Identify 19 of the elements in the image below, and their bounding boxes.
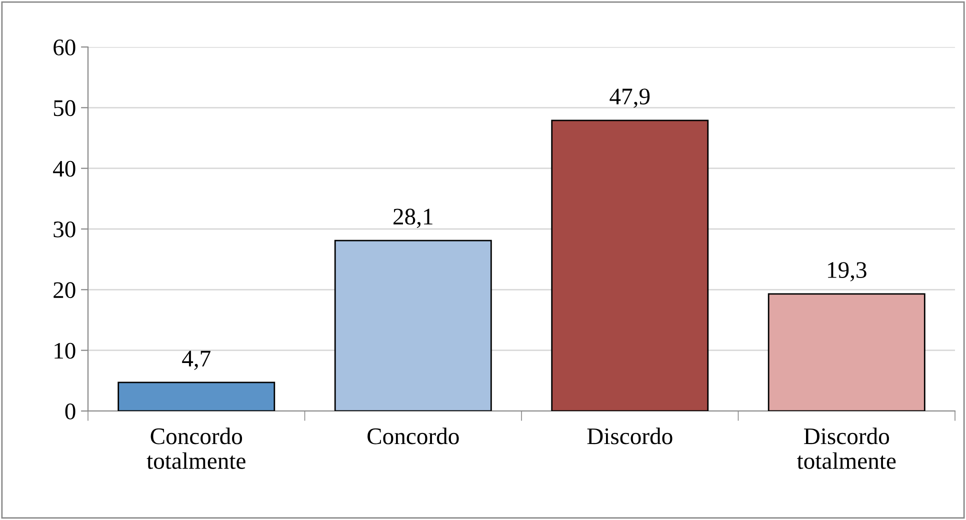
y-tick-label: 20 bbox=[54, 282, 76, 298]
data-label: 47,9 bbox=[610, 88, 650, 108]
bar bbox=[118, 382, 276, 411]
data-label: 4,7 bbox=[182, 350, 210, 370]
y-tick-label: 30 bbox=[54, 221, 76, 238]
x-tick-label: Discordo totalmente bbox=[797, 428, 896, 469]
y-tick-label: 0 bbox=[65, 403, 76, 420]
data-label: 19,3 bbox=[828, 262, 866, 282]
bar bbox=[334, 240, 492, 411]
bar bbox=[551, 120, 709, 411]
x-tick-label: Concordo bbox=[368, 428, 459, 444]
x-tick-label: Discordo bbox=[587, 428, 672, 444]
y-tick-label: 40 bbox=[53, 160, 76, 177]
x-tick-label: Concordo totalmente bbox=[146, 428, 246, 469]
bar bbox=[768, 293, 926, 411]
y-tick-label: 50 bbox=[54, 100, 76, 116]
y-tick-label: 60 bbox=[54, 39, 76, 56]
data-label: 28,1 bbox=[394, 208, 432, 228]
y-tick-label: 10 bbox=[54, 342, 76, 359]
